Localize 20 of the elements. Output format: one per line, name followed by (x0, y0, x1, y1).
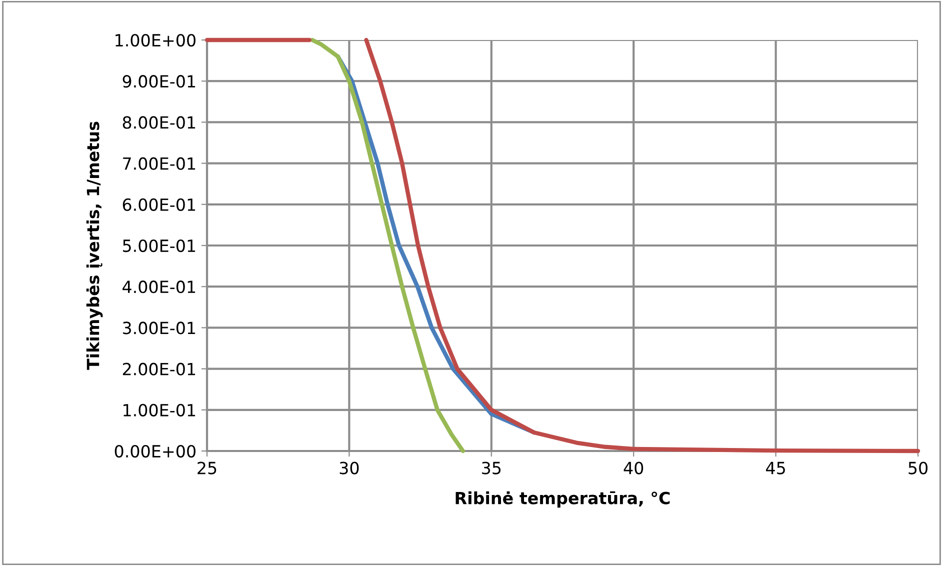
x-tick-label: 30 (340, 462, 359, 474)
y-axis-title: Tikimybės įvertis, 1/metus (86, 122, 103, 370)
y-tick-label: 1.00E+00 (116, 34, 196, 47)
x-tick-label: 40 (624, 462, 644, 474)
y-tick-label: 2.00E-01 (122, 362, 196, 376)
y-tick-label: 4.00E-01 (122, 280, 196, 294)
x-tick-label: 45 (766, 462, 785, 474)
y-tick-label: 3.00E-01 (122, 322, 196, 334)
y-tick-label: 9.00E-01 (122, 75, 196, 88)
y-tick-label: 0.00E+00 (114, 444, 196, 458)
line-series (310, 38, 466, 454)
y-tick-label: 1.00E-01 (124, 404, 196, 416)
x-tick-label: 35 (482, 462, 501, 474)
y-tick-label: 6.00E-01 (122, 198, 196, 211)
y-tick-label: 7.00E-01 (123, 157, 196, 170)
x-axis-title: Ribinė temperatūra, °C (456, 491, 670, 508)
y-tick-label: 5.00E-01 (123, 239, 196, 252)
x-tick-label: 25 (198, 462, 216, 474)
y-tick-label: 8.00E-01 (122, 116, 196, 129)
x-tick-label: 50 (908, 462, 928, 474)
